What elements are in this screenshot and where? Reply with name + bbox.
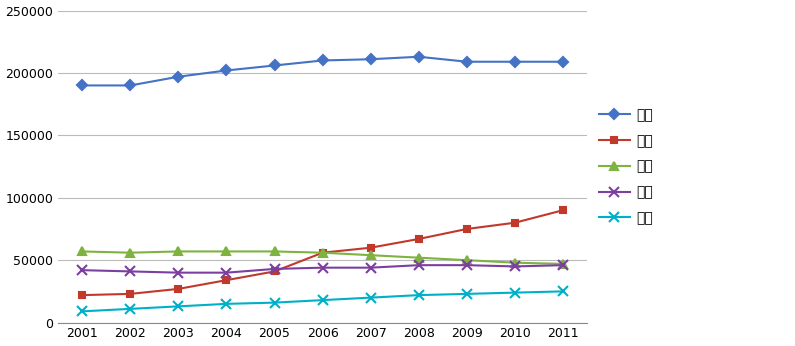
중국	[366, 246, 375, 250]
Line: 미국: 미국	[79, 53, 566, 89]
일본	[173, 249, 183, 254]
한국	[173, 304, 183, 308]
Legend: 미국, 중국, 일본, 독일, 한국: 미국, 중국, 일본, 독일, 한국	[599, 108, 653, 225]
독일	[462, 263, 471, 267]
Line: 한국: 한국	[77, 286, 568, 316]
중국	[173, 287, 183, 291]
독일	[270, 267, 279, 271]
독일	[510, 264, 520, 268]
일본	[366, 253, 375, 257]
중국	[78, 293, 87, 297]
일본	[126, 251, 135, 255]
미국	[222, 69, 231, 73]
일본	[270, 249, 279, 254]
미국	[173, 75, 183, 79]
미국	[510, 60, 520, 64]
중국	[558, 208, 568, 212]
한국	[558, 289, 568, 293]
중국	[414, 237, 424, 241]
한국	[222, 302, 231, 306]
미국	[270, 63, 279, 67]
일본	[462, 258, 471, 262]
한국	[318, 298, 328, 302]
중국	[462, 227, 471, 231]
한국	[510, 291, 520, 295]
미국	[414, 55, 424, 59]
미국	[126, 83, 135, 88]
한국	[462, 292, 471, 296]
한국	[414, 293, 424, 297]
독일	[414, 263, 424, 267]
미국	[462, 60, 471, 64]
독일	[78, 268, 87, 272]
일본	[222, 249, 231, 254]
독일	[222, 271, 231, 275]
미국	[558, 60, 568, 64]
일본	[78, 249, 87, 254]
중국	[318, 251, 328, 255]
일본	[318, 251, 328, 255]
한국	[366, 295, 375, 300]
독일	[366, 266, 375, 270]
독일	[173, 271, 183, 275]
한국	[126, 307, 135, 311]
독일	[558, 263, 568, 267]
독일	[318, 266, 328, 270]
미국	[366, 57, 375, 61]
한국	[78, 309, 87, 313]
중국	[126, 292, 135, 296]
Line: 독일: 독일	[77, 260, 568, 277]
일본	[510, 261, 520, 265]
일본	[414, 256, 424, 260]
미국	[78, 83, 87, 88]
일본	[558, 262, 568, 266]
독일	[126, 269, 135, 273]
중국	[270, 269, 279, 273]
한국	[270, 301, 279, 305]
Line: 일본: 일본	[78, 247, 567, 268]
미국	[318, 58, 328, 63]
Line: 중국: 중국	[79, 207, 566, 299]
중국	[222, 278, 231, 282]
중국	[510, 221, 520, 225]
